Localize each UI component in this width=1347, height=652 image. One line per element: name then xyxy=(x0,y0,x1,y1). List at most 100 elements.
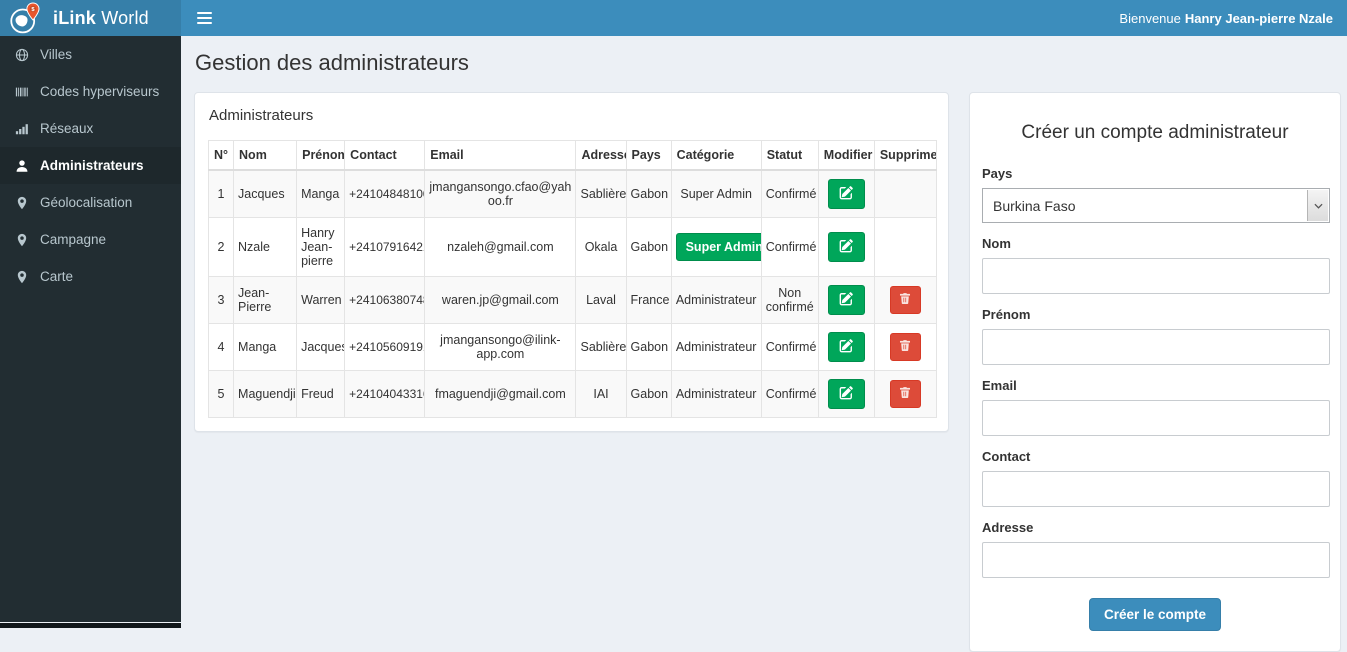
sidebar-item-geolocalisation[interactable]: Géolocalisation xyxy=(0,184,181,221)
sidebar-bottom-strip xyxy=(0,623,181,628)
delete-button[interactable] xyxy=(890,380,921,408)
edit-button[interactable] xyxy=(828,332,865,362)
cell-supprimer xyxy=(874,371,936,418)
pays-selected-value: Burkina Faso xyxy=(993,198,1075,214)
sidebar-item-carte[interactable]: Carte xyxy=(0,258,181,295)
cell-num: 5 xyxy=(209,371,234,418)
cell-categorie: Super Admin xyxy=(671,218,761,277)
cell-num: 2 xyxy=(209,218,234,277)
edit-button[interactable] xyxy=(828,285,865,315)
cell-email: jmangansongo.cfao@yahoo.fr xyxy=(425,170,576,218)
col-header-statut: Statut xyxy=(761,141,818,171)
sidebar-item-villes[interactable]: Villes xyxy=(0,36,181,73)
cell-prenom: Jacques xyxy=(297,324,345,371)
signal-bars-icon xyxy=(15,122,29,136)
cell-contact: +24107916421 xyxy=(345,218,425,277)
adresse-field[interactable] xyxy=(982,542,1330,578)
cell-statut: Confirmé xyxy=(761,324,818,371)
cell-contact: +24106380748 xyxy=(345,277,425,324)
cell-pays: Gabon xyxy=(626,170,671,218)
cell-nom: Manga xyxy=(234,324,297,371)
sidebar-item-administrateurs[interactable]: Administrateurs xyxy=(0,147,181,184)
cell-adresse: Sablière xyxy=(576,324,626,371)
pays-select[interactable]: Burkina Faso xyxy=(982,188,1330,223)
cell-supprimer xyxy=(874,170,936,218)
cell-modifier xyxy=(818,170,874,218)
super-admin-badge[interactable]: Super Admin xyxy=(676,233,762,261)
cell-modifier xyxy=(818,218,874,277)
globe-pin-logo-icon: $ xyxy=(8,2,44,35)
cell-prenom: Hanry Jean-pierre xyxy=(297,218,345,277)
cell-categorie: Administrateur xyxy=(671,371,761,418)
pencil-square-icon xyxy=(839,186,853,203)
hamburger-menu-icon[interactable] xyxy=(181,0,228,36)
sidebar-nav: Villes Codes hyperviseurs Réseaux Admini… xyxy=(0,36,181,622)
edit-button[interactable] xyxy=(828,179,865,209)
administrators-panel-title: Administrateurs xyxy=(209,107,935,124)
cell-supprimer xyxy=(874,277,936,324)
nom-field[interactable] xyxy=(982,258,1330,294)
edit-button[interactable] xyxy=(828,379,865,409)
barcode-icon xyxy=(15,85,29,99)
globe-icon xyxy=(15,48,29,62)
delete-button[interactable] xyxy=(890,333,921,361)
col-header-pays: Pays xyxy=(626,141,671,171)
nom-label: Nom xyxy=(982,236,1328,251)
cell-pays: Gabon xyxy=(626,324,671,371)
contact-field[interactable] xyxy=(982,471,1330,507)
cell-modifier xyxy=(818,371,874,418)
main-content: Gestion des administrateurs Administrate… xyxy=(181,36,1347,628)
cell-nom: Jean-Pierre xyxy=(234,277,297,324)
cell-num: 3 xyxy=(209,277,234,324)
cell-prenom: Freud xyxy=(297,371,345,418)
prenom-field[interactable] xyxy=(982,329,1330,365)
pencil-square-icon xyxy=(839,239,853,256)
current-user-name: Hanry Jean-pierre Nzale xyxy=(1185,11,1333,26)
trash-icon xyxy=(899,339,911,355)
col-header-num: N° xyxy=(209,141,234,171)
trash-icon xyxy=(899,292,911,308)
col-header-adresse: Adresse xyxy=(576,141,626,171)
email-field[interactable] xyxy=(982,400,1330,436)
cell-nom: Nzale xyxy=(234,218,297,277)
cell-num: 1 xyxy=(209,170,234,218)
top-navbar: $ iLink World Bienvenue Hanry Jean-pierr… xyxy=(0,0,1347,36)
col-header-contact: Contact xyxy=(345,141,425,171)
map-marker-icon xyxy=(15,270,29,284)
user-icon xyxy=(15,159,29,173)
cell-supprimer xyxy=(874,218,936,277)
create-account-button[interactable]: Créer le compte xyxy=(1089,598,1221,631)
cell-pays: Gabon xyxy=(626,371,671,418)
cell-statut: Non confirmé xyxy=(761,277,818,324)
sidebar-item-campagne[interactable]: Campagne xyxy=(0,221,181,258)
delete-button[interactable] xyxy=(890,286,921,314)
cell-pays: France xyxy=(626,277,671,324)
contact-label: Contact xyxy=(982,449,1328,464)
cell-supprimer xyxy=(874,324,936,371)
cell-prenom: Manga xyxy=(297,170,345,218)
adresse-label: Adresse xyxy=(982,520,1328,535)
col-header-nom: Nom xyxy=(234,141,297,171)
cell-prenom: Warren xyxy=(297,277,345,324)
sidebar-item-codes-hyperviseurs[interactable]: Codes hyperviseurs xyxy=(0,73,181,110)
prenom-label: Prénom xyxy=(982,307,1328,322)
pencil-square-icon xyxy=(839,292,853,309)
table-header-row: N° Nom Prénom Contact Email Adresse Pays… xyxy=(209,141,937,171)
cell-adresse: IAI xyxy=(576,371,626,418)
chevron-down-icon xyxy=(1307,190,1328,221)
cell-num: 4 xyxy=(209,324,234,371)
brand[interactable]: $ iLink World xyxy=(0,0,181,36)
edit-button[interactable] xyxy=(828,232,865,262)
pencil-square-icon xyxy=(839,386,853,403)
cell-categorie: Administrateur xyxy=(671,277,761,324)
cell-modifier xyxy=(818,324,874,371)
cell-contact: +24104043316 xyxy=(345,371,425,418)
col-header-prenom: Prénom xyxy=(297,141,345,171)
page-title: Gestion des administrateurs xyxy=(195,50,1334,76)
cell-categorie: Super Admin xyxy=(671,170,761,218)
map-marker-icon xyxy=(15,233,29,247)
sidebar-item-reseaux[interactable]: Réseaux xyxy=(0,110,181,147)
cell-pays: Gabon xyxy=(626,218,671,277)
